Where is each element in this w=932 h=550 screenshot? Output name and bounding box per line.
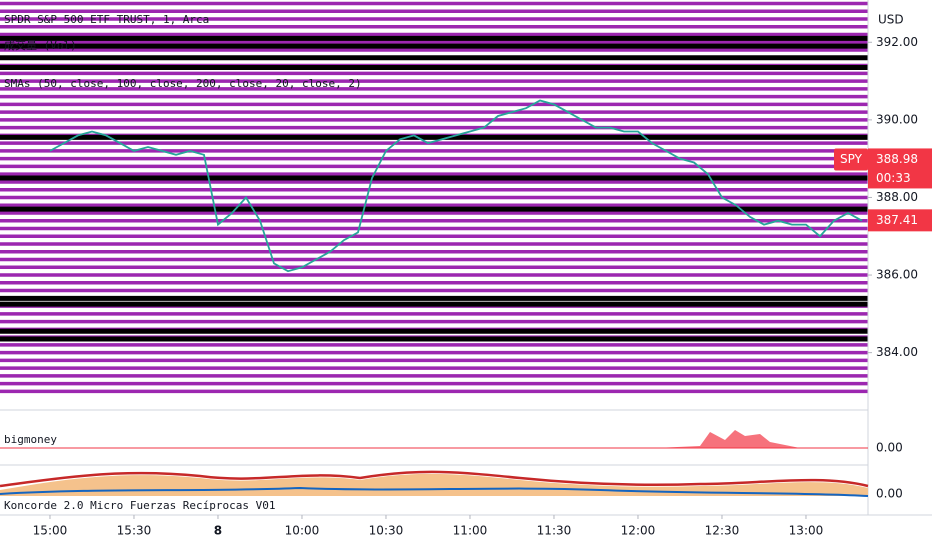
koncorde-line [0,486,869,497]
plot [49,99,863,273]
x-tick-label: 11:30 [537,524,572,538]
countdown-text: 00:33 [876,171,911,185]
price-badge [868,148,932,189]
x-tick-label: 10:00 [285,524,320,538]
x-tick-label: 11:00 [453,524,488,538]
x-tick-label: 12:30 [705,524,740,538]
y-tick-label: 386.00 [876,268,918,282]
price-line [49,99,863,273]
symbol-badge [834,148,868,171]
y-tick-label: 384.00 [876,345,918,359]
chart-title: SPDR S&P 500 ETF TRUST, 1, Arca [4,13,209,26]
x-tick-label: 8 [214,524,222,538]
pane-value: 0.00 [876,441,903,455]
level-badge-text: 387.41 [876,213,918,227]
pane-label: bigmoney [4,433,57,446]
y-tick-label: 392.00 [876,35,918,49]
levels [0,1,868,394]
y-tick-label: 390.00 [876,112,918,126]
x-tick-label: 15:30 [117,524,152,538]
level-badge [868,209,932,232]
bigmoney-area [655,430,800,448]
price-badge-text: 388.98 [876,152,918,166]
x-tick-label: 15:00 [33,524,68,538]
volume-label: 成交量 (Vol) [4,38,77,52]
x-tick-label: 12:00 [621,524,656,538]
pane-label: Koncorde 2.0 Micro Fuerzas Recíprocas V0… [4,499,276,512]
symbol-badge-text: SPY [840,152,863,166]
indicator-label: SMAs (50, close, 100, close, 200, close,… [4,77,362,90]
currency: USD [878,13,904,27]
x-tick-label: 13:00 [789,524,824,538]
pane-value: 0.00 [876,487,903,501]
koncorde-line [0,470,869,488]
y-tick-label: 388.00 [876,190,918,204]
x-tick-label: 10:30 [369,524,404,538]
